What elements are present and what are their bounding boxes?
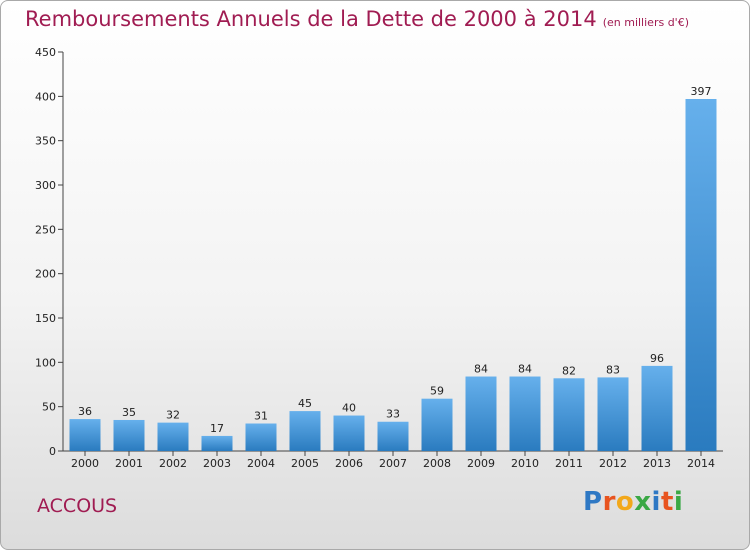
proxiti-logo[interactable]: Proxiti bbox=[583, 487, 683, 517]
y-tick-label: 400 bbox=[35, 90, 56, 103]
value-label-2000: 36 bbox=[78, 405, 92, 418]
y-tick-label: 250 bbox=[35, 223, 56, 236]
logo-letter: i bbox=[673, 487, 684, 517]
commune-name: ACCOUS bbox=[37, 495, 118, 517]
value-label-2012: 83 bbox=[606, 363, 620, 376]
value-label-2002: 32 bbox=[166, 409, 180, 422]
value-label-2001: 35 bbox=[122, 406, 136, 419]
bar-2003 bbox=[201, 435, 233, 451]
y-tick-label: 350 bbox=[35, 135, 56, 148]
x-tick-label-2003: 2003 bbox=[203, 457, 231, 470]
value-label-2011: 82 bbox=[562, 364, 576, 377]
x-tick-label-2012: 2012 bbox=[599, 457, 627, 470]
bar-2009 bbox=[465, 376, 497, 451]
x-tick-label-2011: 2011 bbox=[555, 457, 583, 470]
bar-2001 bbox=[113, 419, 145, 451]
chart-title-text: Remboursements Annuels de la Dette de 20… bbox=[25, 7, 597, 31]
bar-2000 bbox=[69, 419, 101, 451]
bar-2004 bbox=[245, 423, 277, 451]
x-tick-label-2010: 2010 bbox=[511, 457, 539, 470]
bar-2010 bbox=[509, 376, 541, 451]
value-label-2009: 84 bbox=[474, 363, 488, 376]
value-label-2007: 33 bbox=[386, 408, 400, 421]
bar-2002 bbox=[157, 422, 189, 451]
value-label-2003: 17 bbox=[210, 422, 224, 435]
x-tick-label-2001: 2001 bbox=[115, 457, 143, 470]
x-tick-label-2000: 2000 bbox=[71, 457, 99, 470]
value-label-2008: 59 bbox=[430, 385, 444, 398]
logo-letter: t bbox=[660, 487, 674, 517]
x-tick-label-2007: 2007 bbox=[379, 457, 407, 470]
chart-unit: (en milliers d'€) bbox=[602, 16, 689, 29]
value-label-2013: 96 bbox=[650, 352, 664, 365]
chart-title: Remboursements Annuels de la Dette de 20… bbox=[25, 7, 689, 31]
value-label-2004: 31 bbox=[254, 410, 268, 423]
logo-letter: x bbox=[634, 487, 652, 517]
value-label-2010: 84 bbox=[518, 363, 532, 376]
bar-2013 bbox=[641, 365, 673, 451]
bar-2011 bbox=[553, 378, 585, 451]
x-tick-label-2009: 2009 bbox=[467, 457, 495, 470]
y-tick-label: 0 bbox=[49, 445, 56, 458]
logo-letter: o bbox=[615, 487, 635, 517]
y-tick-label: 150 bbox=[35, 312, 56, 325]
y-tick-label: 200 bbox=[35, 268, 56, 281]
x-tick-label-2006: 2006 bbox=[335, 457, 363, 470]
bar-2008 bbox=[421, 398, 453, 451]
y-tick-label: 100 bbox=[35, 356, 56, 369]
bar-2007 bbox=[377, 421, 409, 451]
bar-2014 bbox=[685, 98, 717, 451]
x-tick-label-2014: 2014 bbox=[687, 457, 715, 470]
value-label-2005: 45 bbox=[298, 397, 312, 410]
value-label-2006: 40 bbox=[342, 402, 356, 415]
x-tick-label-2008: 2008 bbox=[423, 457, 451, 470]
y-tick-label: 50 bbox=[42, 401, 56, 414]
x-tick-label-2013: 2013 bbox=[643, 457, 671, 470]
value-label-2014: 397 bbox=[691, 85, 712, 98]
bar-2012 bbox=[597, 377, 629, 451]
x-tick-label-2002: 2002 bbox=[159, 457, 187, 470]
y-tick-label: 300 bbox=[35, 179, 56, 192]
y-tick-label: 450 bbox=[35, 46, 56, 59]
logo-letter: P bbox=[583, 487, 603, 517]
x-tick-label-2004: 2004 bbox=[247, 457, 275, 470]
bar-2005 bbox=[289, 411, 321, 451]
bar-chart: 0 50 100 150 200 250 300 350 400 450 36 2000 35 2001… bbox=[35, 46, 723, 470]
logo-letter: r bbox=[602, 487, 616, 517]
x-tick-label-2005: 2005 bbox=[291, 457, 319, 470]
logo-letter: i bbox=[651, 487, 661, 517]
bar-2006 bbox=[333, 415, 365, 451]
